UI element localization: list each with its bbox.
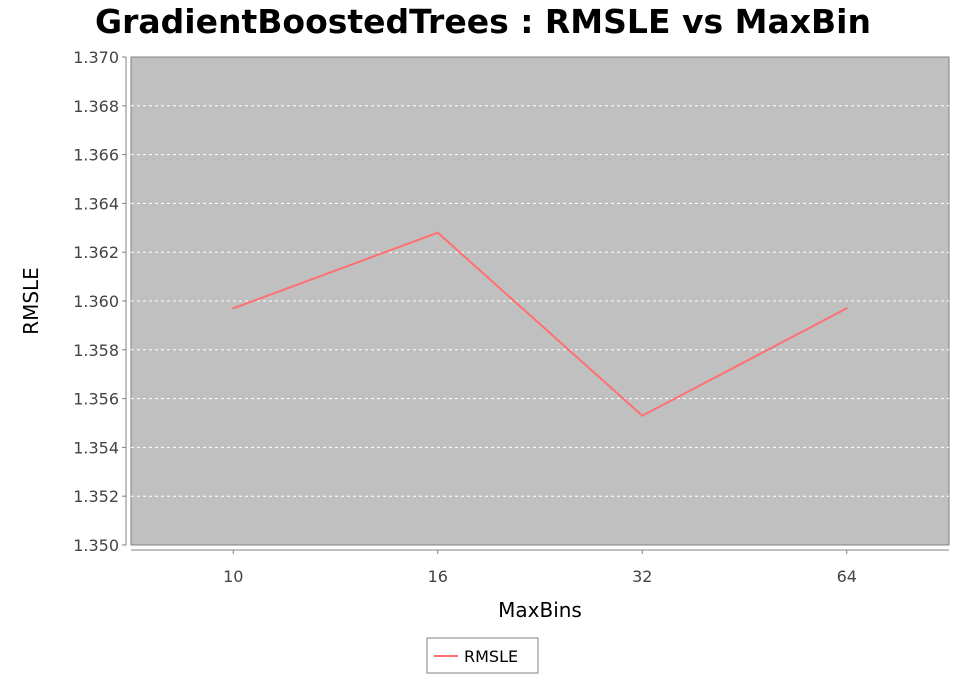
x-tick-label: 64 [837,567,857,586]
y-tick-label: 1.356 [73,390,119,409]
y-tick-label: 1.350 [73,536,119,555]
y-tick-label: 1.364 [73,194,119,213]
x-tick-label: 10 [223,567,243,586]
series-line-rmsle [232,231,848,417]
data-point [845,307,848,310]
x-axis-label: MaxBins [498,598,582,622]
y-tick-label: 1.366 [73,146,119,165]
y-tick-label: 1.362 [73,243,119,262]
y-tick-label: 1.352 [73,487,119,506]
x-axis: 10 16 32 64 [131,549,949,586]
x-tick-label: 32 [632,567,652,586]
gridlines [131,105,949,497]
y-tick-label: 1.354 [73,438,119,457]
legend-label-rmsle: RMSLE [464,647,518,666]
y-tick-label: 1.370 [73,48,119,67]
y-tick-label: 1.358 [73,341,119,360]
chart-title: GradientBoostedTrees : RMSLE vs MaxBin [95,2,871,41]
data-point [232,307,235,310]
data-point [641,414,644,417]
legend: RMSLE [426,637,539,674]
y-tick-label: 1.368 [73,97,119,116]
y-tick-label: 1.360 [73,292,119,311]
y-axis-label: RMSLE [19,267,43,335]
series-layer [232,231,848,417]
data-point [436,231,439,234]
y-axis: 1.350 1.352 1.354 1.356 1.358 1.360 1.362 1.364… [73,48,127,555]
x-tick-label: 16 [428,567,448,586]
